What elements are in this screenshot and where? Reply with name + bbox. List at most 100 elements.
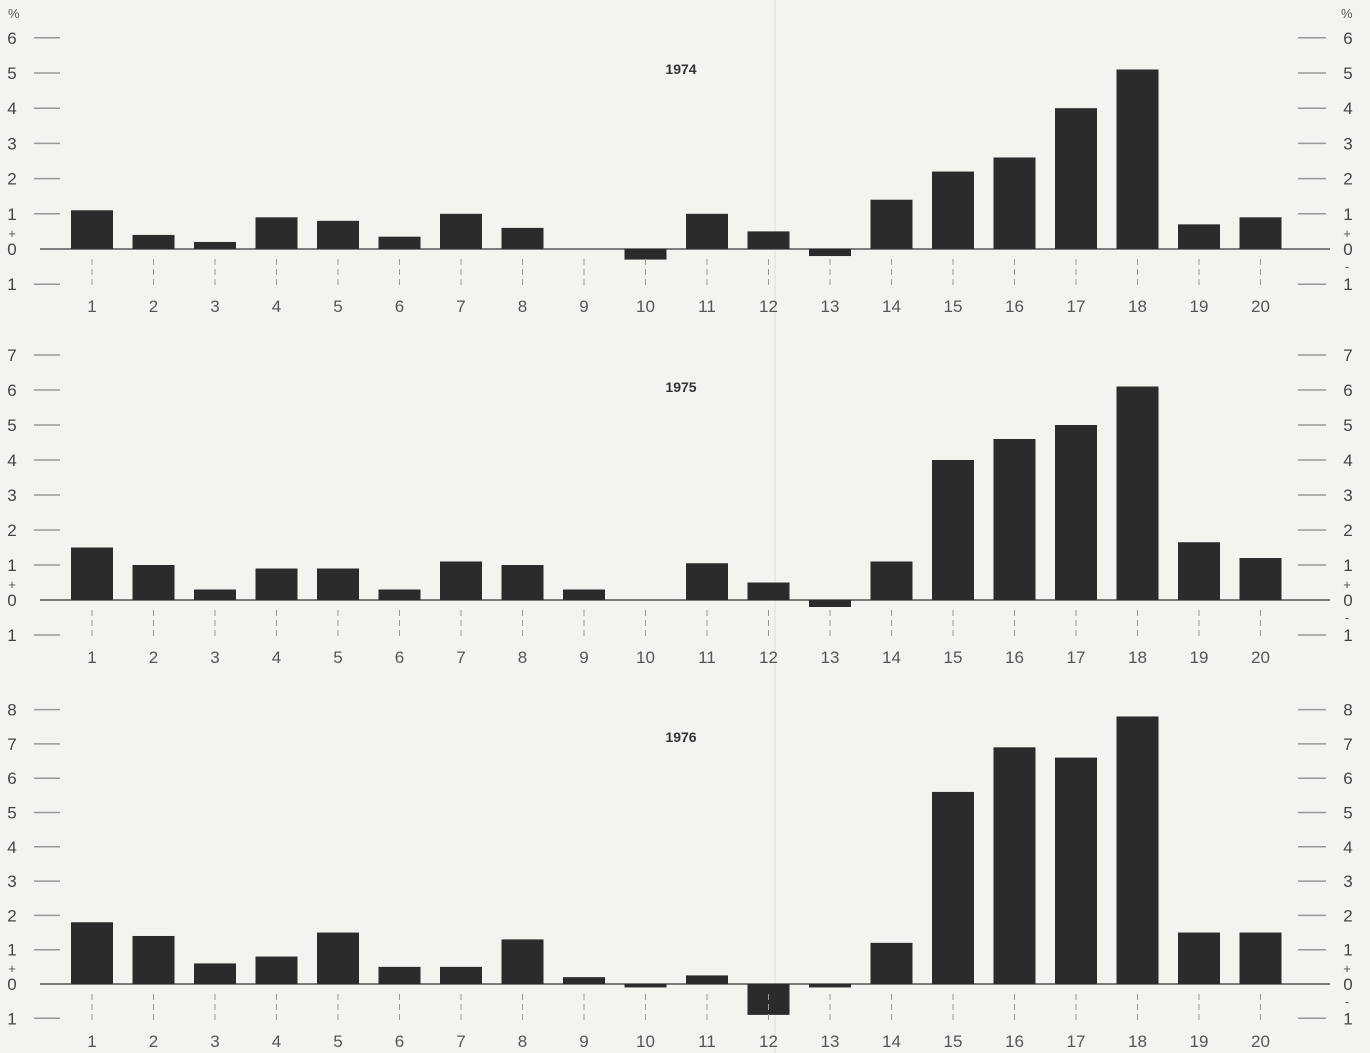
bar xyxy=(624,249,667,260)
bar xyxy=(71,922,113,984)
y-tick-label-left: 1 xyxy=(7,556,16,575)
y-tick-label-right: 6 xyxy=(1343,29,1352,48)
y-tick-label-right: 4 xyxy=(1343,451,1352,470)
bar xyxy=(870,561,913,600)
category-label: 6 xyxy=(395,1032,404,1051)
y-tick-label-left: 1 xyxy=(7,626,16,645)
y-tick-label-right: 4 xyxy=(1343,838,1352,857)
bar xyxy=(747,582,790,600)
category-label: 7 xyxy=(456,1032,465,1051)
y-tick-label-right: 1 xyxy=(1343,275,1352,294)
y-tick-label-left: 0 xyxy=(7,975,16,994)
category-label: 16 xyxy=(1005,1032,1024,1051)
bar xyxy=(747,231,790,249)
y-tick-label-right: 3 xyxy=(1343,486,1352,505)
bar xyxy=(255,217,298,249)
y-tick-label-right: 0 xyxy=(1343,591,1352,610)
bar xyxy=(1239,558,1282,600)
y-tick-label-right: 1 xyxy=(1343,556,1352,575)
y-tick-label-right: 1 xyxy=(1343,941,1352,960)
category-label: 11 xyxy=(698,297,716,316)
category-label: 3 xyxy=(210,297,219,316)
bar xyxy=(870,199,913,249)
bar xyxy=(71,547,113,600)
bar xyxy=(993,747,1036,984)
plus-sign-left: + xyxy=(8,577,16,592)
category-label: 17 xyxy=(1067,1032,1086,1051)
y-tick-label-left: 2 xyxy=(7,521,16,540)
category-label: 19 xyxy=(1190,648,1209,667)
y-tick-label-right: 7 xyxy=(1343,735,1352,754)
minus-sign-right: - xyxy=(1345,610,1349,625)
bar xyxy=(563,589,605,600)
plus-sign-right: + xyxy=(1343,226,1351,241)
category-label: 18 xyxy=(1128,1032,1147,1051)
y-tick-label-right: 6 xyxy=(1343,381,1352,400)
category-label: 3 xyxy=(210,1032,219,1051)
y-tick-label-right: 0 xyxy=(1343,240,1352,259)
category-label: 5 xyxy=(333,648,342,667)
category-label: 4 xyxy=(272,297,281,316)
bar xyxy=(624,984,667,988)
category-label: 9 xyxy=(579,648,588,667)
bar xyxy=(501,227,544,249)
category-label: 2 xyxy=(149,1032,158,1051)
y-tick-label-right: 1 xyxy=(1343,205,1352,224)
category-label: 20 xyxy=(1251,1032,1270,1051)
category-label: 13 xyxy=(821,1032,840,1051)
bar xyxy=(1055,757,1097,984)
bar xyxy=(993,439,1036,600)
bar xyxy=(440,561,482,600)
category-label: 7 xyxy=(456,648,465,667)
category-label: 9 xyxy=(579,297,588,316)
category-label: 11 xyxy=(698,1032,716,1051)
y-tick-label-right: 2 xyxy=(1343,521,1352,540)
category-label: 13 xyxy=(821,648,840,667)
y-tick-label-left: 4 xyxy=(7,838,16,857)
category-label: 15 xyxy=(944,297,963,316)
category-label: 8 xyxy=(518,648,527,667)
y-tick-label-left: 5 xyxy=(7,804,16,823)
plus-sign-left: + xyxy=(8,226,16,241)
category-label: 5 xyxy=(333,1032,342,1051)
category-label: 10 xyxy=(636,648,655,667)
y-tick-label-left: 7 xyxy=(7,346,16,365)
y-tick-label-left: 1 xyxy=(7,275,16,294)
y-tick-label-right: 8 xyxy=(1343,701,1352,720)
category-label: 2 xyxy=(149,297,158,316)
category-label: 15 xyxy=(944,1032,963,1051)
y-tick-label-left: 7 xyxy=(7,735,16,754)
bar xyxy=(993,157,1036,249)
category-label: 18 xyxy=(1128,297,1147,316)
category-label: 17 xyxy=(1067,297,1086,316)
category-label: 6 xyxy=(395,297,404,316)
bar xyxy=(378,236,421,249)
category-label: 12 xyxy=(759,1032,778,1051)
bar xyxy=(317,220,359,249)
category-label: 10 xyxy=(636,297,655,316)
category-label: 1 xyxy=(87,648,96,667)
right-unit-label: % xyxy=(1341,6,1353,21)
bar xyxy=(132,565,175,600)
category-label: 3 xyxy=(210,648,219,667)
bar xyxy=(255,568,298,600)
bar xyxy=(132,234,175,249)
y-tick-label-left: 2 xyxy=(7,170,16,189)
bar xyxy=(378,589,421,600)
category-label: 8 xyxy=(518,1032,527,1051)
category-label: 4 xyxy=(272,648,281,667)
y-tick-label-left: 1 xyxy=(7,205,16,224)
bar xyxy=(1116,386,1159,600)
category-label: 6 xyxy=(395,648,404,667)
category-label: 1 xyxy=(87,1032,96,1051)
bar xyxy=(440,966,482,984)
category-label: 18 xyxy=(1128,648,1147,667)
bar xyxy=(194,241,236,249)
category-label: 14 xyxy=(882,1032,901,1051)
category-label: 19 xyxy=(1190,1032,1209,1051)
minus-sign-right: - xyxy=(1345,994,1349,1009)
category-label: 5 xyxy=(333,297,342,316)
category-label: 10 xyxy=(636,1032,655,1051)
